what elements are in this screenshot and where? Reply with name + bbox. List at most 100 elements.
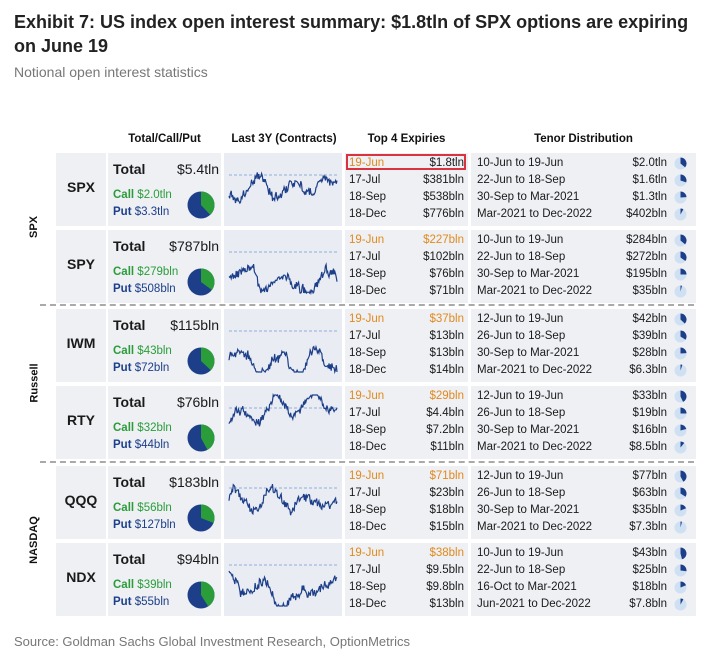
expiry-date: 18-Sep — [349, 268, 387, 280]
expiry-row: 17-Jul $102bln — [349, 249, 464, 266]
tenor-pie — [674, 598, 687, 611]
tenor-range: 30-Sep to Mar-2021 — [477, 268, 580, 280]
tenor-pie — [674, 504, 687, 517]
tenor-value: $25bln — [632, 564, 667, 576]
tenor-row: 22-Jun to 18-Sep $1.6tln — [477, 172, 689, 189]
pie-call-slice — [201, 504, 215, 523]
tenor-range: 12-Jun to 19-Jun — [477, 313, 564, 325]
tenor-range: 26-Jun to 18-Sep — [477, 407, 566, 419]
tenor-row: Mar-2021 to Dec-2022 $8.5bln — [477, 439, 689, 456]
expiries-cell: 19-Jun $37bln 17-Jul $13bln 18-Sep $13bln 18-D… — [345, 309, 468, 382]
tenor-value: $284bln — [626, 234, 667, 246]
tenor-pie — [674, 487, 687, 500]
tenor-row: 12-Jun to 19-Jun $42bln — [477, 311, 689, 328]
pie-call-slice — [201, 347, 215, 371]
call-label: Call — [113, 422, 135, 434]
expiry-value: $37bln — [429, 313, 464, 325]
expiry-row: 19-Jun $1.8tln — [349, 155, 464, 172]
sparkline-cell — [224, 386, 342, 459]
pie-call-slice — [201, 268, 215, 290]
tenor-range: 10-Jun to 19-Jun — [477, 234, 564, 246]
ticker-cell: SPX — [56, 153, 106, 226]
sparkline-chart — [228, 171, 338, 205]
tenor-pie-slice — [680, 564, 687, 572]
tenor-range: 26-Jun to 18-Sep — [477, 487, 566, 499]
index-row-ndx: NDX Total $94bln Call $39bln Put $55bln 19-Ju… — [56, 543, 696, 616]
put-line: Put $3.3tln — [113, 206, 169, 218]
expiries-cell: 19-Jun $71bln 17-Jul $23bln 18-Sep $18bln 18-D… — [345, 466, 468, 539]
tenor-cell: 10-Jun to 19-Jun $284bln 22-Jun to 18-Sep $… — [471, 230, 696, 303]
expiry-row: 18-Dec $13bln — [349, 596, 464, 613]
tenor-value: $7.3bln — [629, 521, 667, 533]
expiry-value: $14bln — [429, 364, 464, 376]
ticker-cell: QQQ — [56, 466, 106, 539]
tenor-range: 22-Jun to 18-Sep — [477, 174, 566, 186]
pie-call-slice — [201, 191, 215, 215]
total-cell: Total $787bln Call $279bln Put $508bln — [108, 230, 221, 303]
tenor-pie — [674, 234, 687, 247]
tenor-row: Mar-2021 to Dec-2022 $402bln — [477, 206, 689, 223]
group-separator — [40, 304, 694, 306]
call-put-pie — [187, 347, 215, 375]
expiry-date: 17-Jul — [349, 251, 381, 263]
tenor-range: Mar-2021 to Dec-2022 — [477, 208, 593, 220]
tenor-value: $1.6tln — [632, 174, 667, 186]
expiry-value: $71bln — [429, 285, 464, 297]
expiry-date: 19-Jun — [349, 157, 385, 169]
tenor-pie-slice — [680, 347, 687, 354]
tenor-value: $19bln — [632, 407, 667, 419]
expiry-date: 17-Jul — [349, 564, 381, 576]
expiry-row: 19-Jun $227bln — [349, 232, 464, 249]
tenor-pie-slice — [680, 441, 685, 448]
tenor-pie-slice — [680, 598, 684, 605]
expiry-date: 17-Jul — [349, 407, 381, 419]
tenor-row: 10-Jun to 19-Jun $43bln — [477, 545, 689, 562]
tenor-range: 12-Jun to 19-Jun — [477, 390, 564, 402]
index-row-qqq: QQQ Total $183bln Call $56bln Put $127bln 19-… — [56, 466, 696, 539]
total-value: $94bln — [176, 551, 219, 567]
expiry-value: $23bln — [429, 487, 464, 499]
expiry-value: $538bln — [423, 191, 464, 203]
put-value: $55bln — [134, 596, 170, 608]
total-label: Total — [113, 394, 146, 410]
call-label: Call — [113, 189, 135, 201]
tenor-value: $63bln — [632, 487, 667, 499]
tenor-pie-slice — [680, 581, 687, 588]
put-label: Put — [113, 362, 132, 374]
tenor-value: $35bln — [632, 285, 667, 297]
total-value: $183bln — [169, 474, 219, 490]
total-label: Total — [113, 317, 146, 333]
expiry-value: $71bln — [429, 470, 464, 482]
tenor-cell: 12-Jun to 19-Jun $77bln 26-Jun to 18-Sep $6… — [471, 466, 696, 539]
sparkline-chart — [228, 564, 338, 607]
expiry-row: 17-Jul $9.5bln — [349, 562, 464, 579]
tenor-value: $16bln — [632, 424, 667, 436]
put-value: $72bln — [134, 362, 170, 374]
expiry-value: $4.4bln — [426, 407, 464, 419]
tenor-range: 10-Jun to 19-Jun — [477, 547, 564, 559]
total-value: $76bln — [176, 394, 219, 410]
total-label: Total — [113, 551, 146, 567]
tenor-row: Mar-2021 to Dec-2022 $35bln — [477, 283, 689, 300]
tenor-pie — [674, 174, 687, 187]
expiry-row: 18-Dec $15bln — [349, 519, 464, 536]
tenor-value: $39bln — [632, 330, 667, 342]
sparkline-series — [228, 171, 338, 205]
ticker-cell: IWM — [56, 309, 106, 382]
tenor-value: $35bln — [632, 504, 667, 516]
highlight-box — [346, 154, 466, 170]
call-put-pie — [187, 504, 215, 532]
exhibit-subtitle: Notional open interest statistics — [14, 64, 208, 80]
tenor-row: Mar-2021 to Dec-2022 $6.3bln — [477, 362, 689, 379]
expiry-value: $13bln — [429, 598, 464, 610]
call-put-pie — [187, 581, 215, 609]
expiry-row: 17-Jul $23bln — [349, 485, 464, 502]
expiry-value: $9.5bln — [426, 564, 464, 576]
expiry-row: 18-Sep $13bln — [349, 345, 464, 362]
tenor-range: 30-Sep to Mar-2021 — [477, 424, 580, 436]
expiry-date: 18-Dec — [349, 208, 387, 220]
ticker-label: NDX — [66, 569, 96, 585]
ticker-label: SPX — [66, 179, 95, 195]
put-label: Put — [113, 283, 132, 295]
tenor-value: $28bln — [632, 347, 667, 359]
